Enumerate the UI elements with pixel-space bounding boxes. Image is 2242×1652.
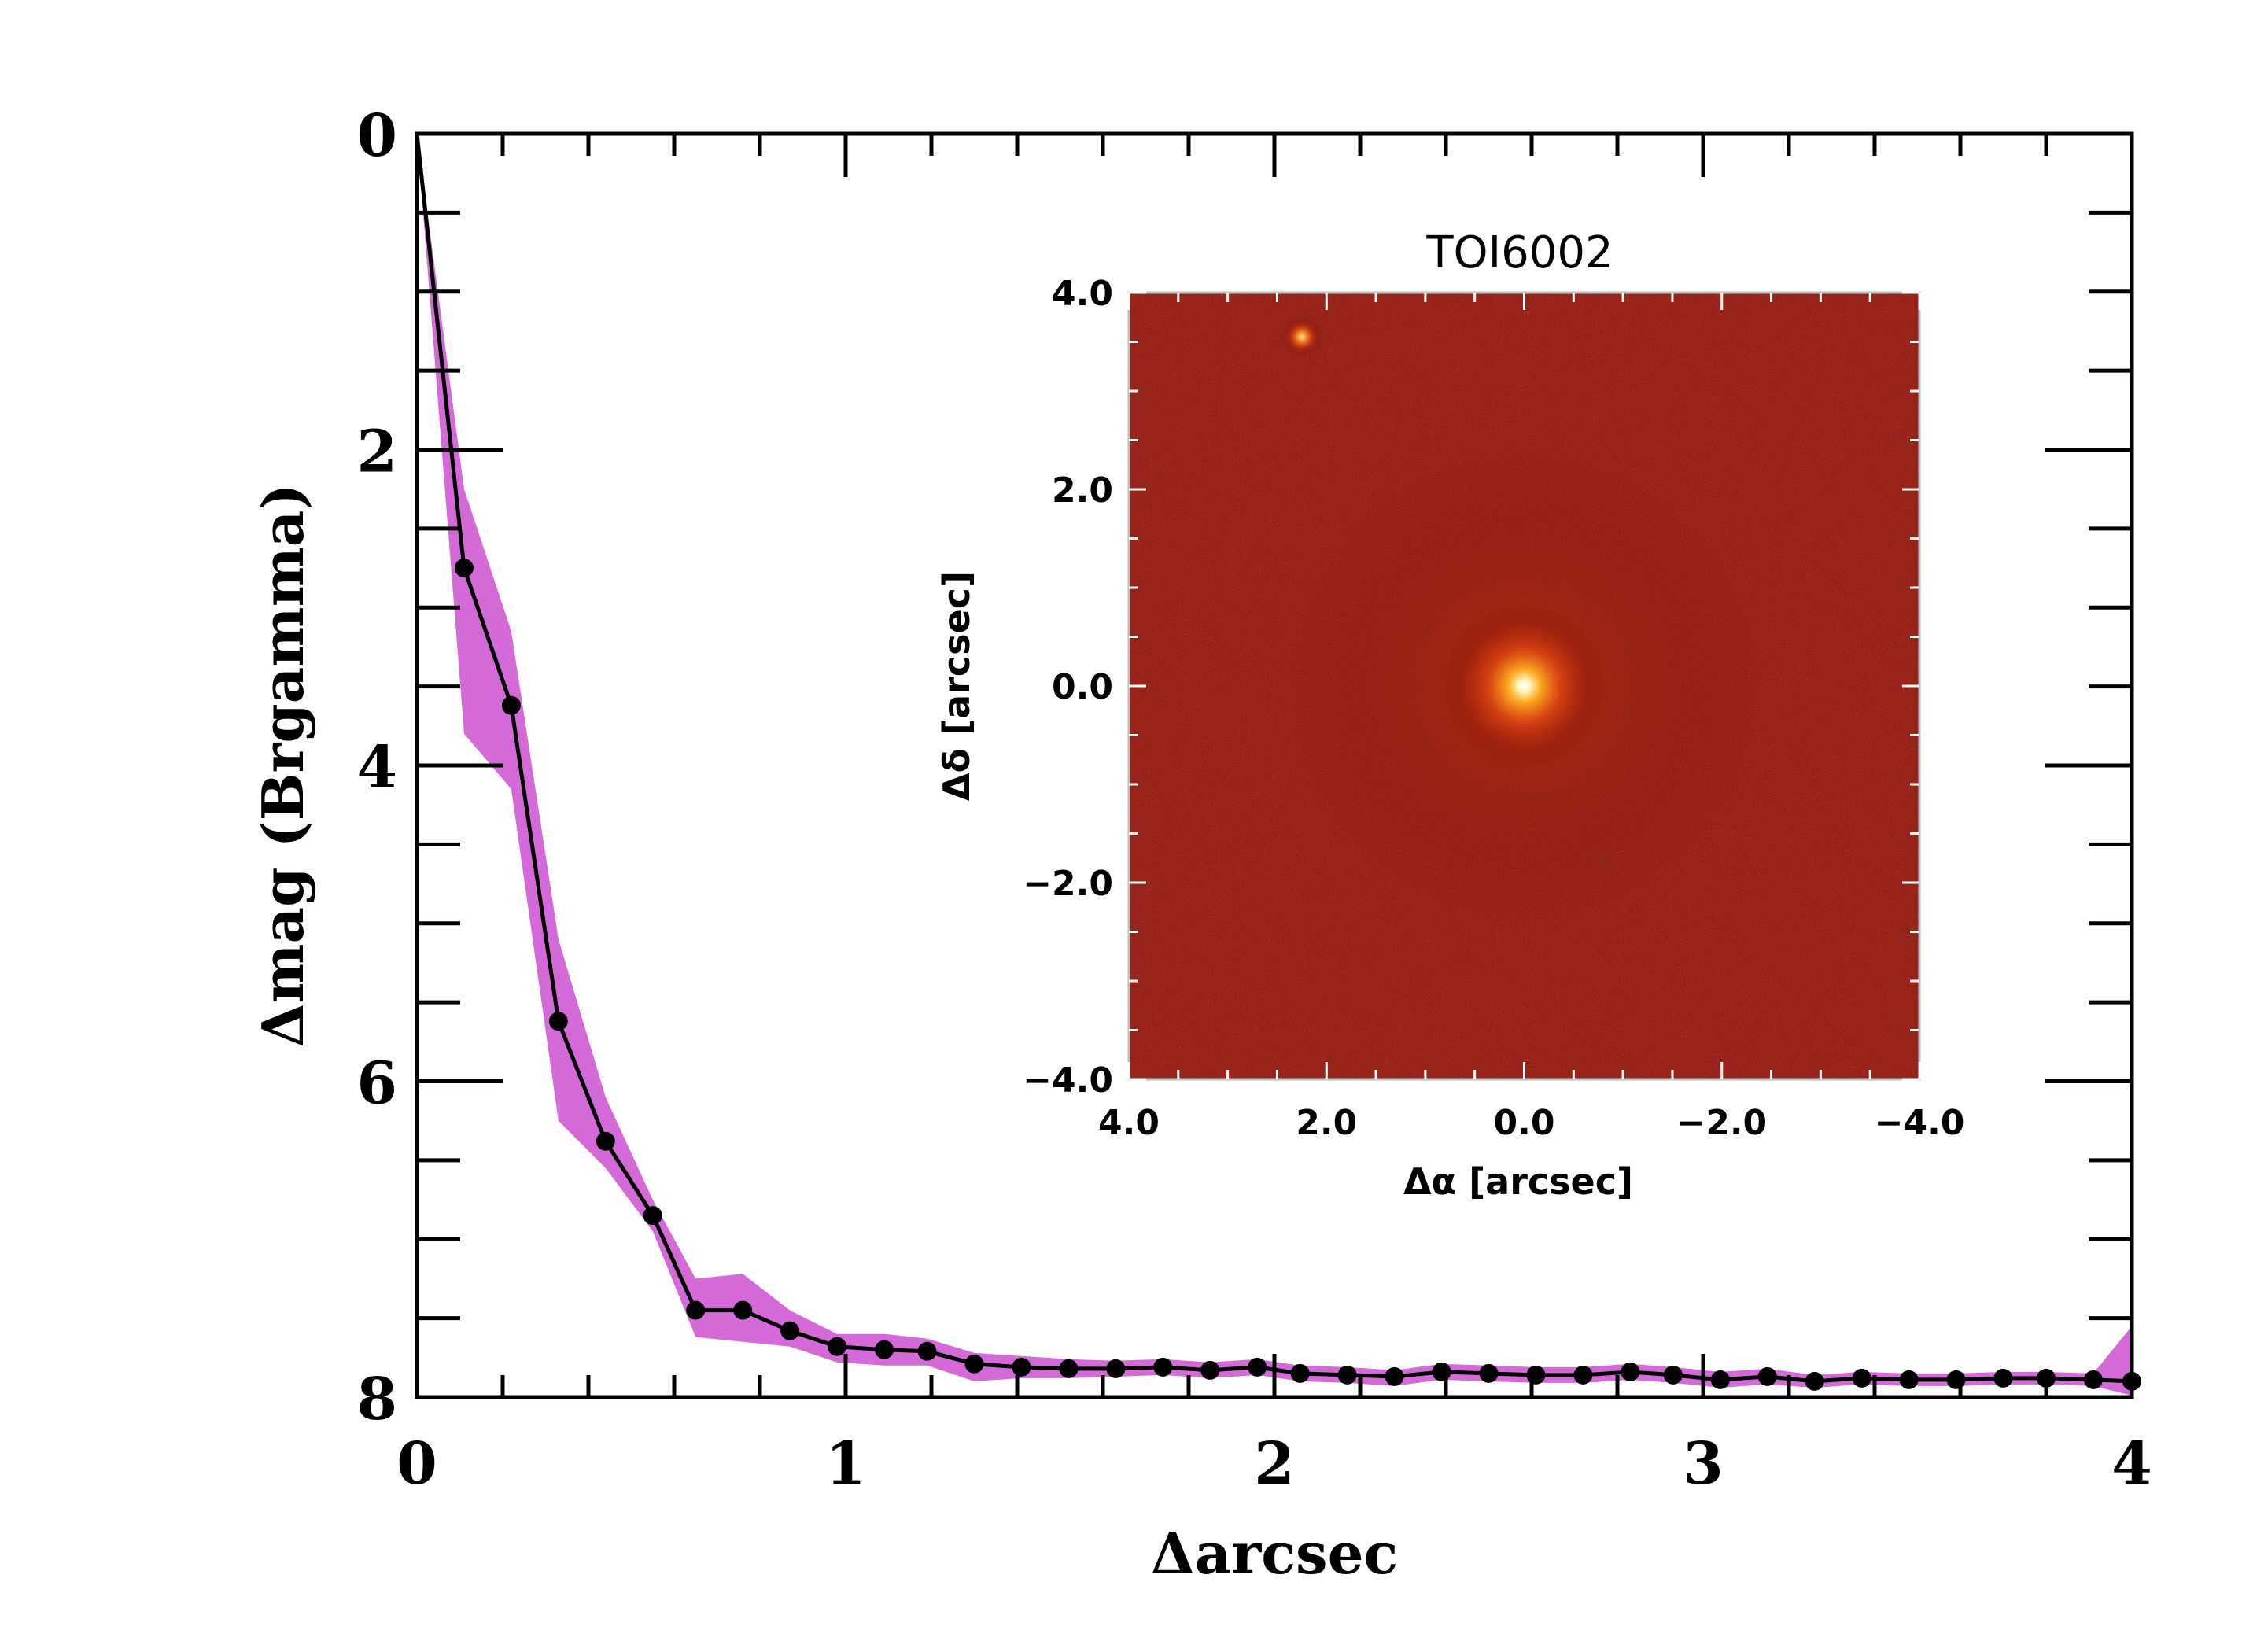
data-point (917, 1341, 937, 1361)
data-point (875, 1340, 894, 1359)
data-point (548, 1012, 568, 1031)
data-point (501, 695, 521, 715)
main-x-tick-labels: 0 1 2 3 4 (396, 1430, 2152, 1498)
inset-x-tick-label: −2.0 (1676, 1103, 1767, 1143)
data-point (1526, 1365, 1546, 1385)
y-tick-label: 0 (357, 102, 398, 170)
inset-x-tick-label: 2.0 (1296, 1103, 1357, 1143)
data-point (1432, 1362, 1451, 1381)
inset-y-tick-labels: −4.0 −2.0 0.0 2.0 4.0 (1023, 274, 1113, 1101)
y-tick-label: 8 (357, 1366, 398, 1433)
y-tick-label: 2 (357, 419, 398, 486)
data-point (1153, 1357, 1173, 1377)
x-tick-label: 3 (1683, 1430, 1724, 1498)
data-point (686, 1300, 706, 1320)
data-point (1385, 1366, 1404, 1386)
inset-x-tick-label: −4.0 (1875, 1103, 1965, 1143)
data-point (1337, 1365, 1357, 1385)
data-point (733, 1300, 753, 1320)
inset-title: TOI6002 (1425, 227, 1613, 278)
inset-x-tick-labels: 4.0 2.0 0.0 −2.0 −4.0 (1098, 1103, 1964, 1143)
data-point (1946, 1370, 1966, 1389)
data-point (1621, 1362, 1640, 1381)
main-ticks (415, 131, 2134, 1399)
data-point (780, 1321, 800, 1340)
main-y-axis-label: Δmag (Brgamma) (249, 483, 316, 1047)
inset-x-tick-label: 4.0 (1098, 1103, 1160, 1143)
x-tick-label: 0 (396, 1430, 437, 1498)
data-point (1290, 1363, 1310, 1383)
contrast-curve-plot: 0 1 2 3 4 0 2 4 6 8 Δarcsec Δmag (Brgamma) (249, 102, 2152, 1587)
primary-star (1441, 603, 1607, 769)
data-point (596, 1131, 615, 1151)
companion-star (1281, 316, 1322, 358)
data-point (1106, 1359, 1126, 1378)
data-point (1805, 1371, 1824, 1391)
inset-image-plot: 4.0 2.0 0.0 −2.0 −4.0 −4.0 −2.0 0.0 2.0 4.0 TOI6… (935, 227, 1964, 1203)
inset-ticks (1127, 291, 1921, 1081)
data-point (828, 1337, 847, 1356)
data-point (1200, 1360, 1220, 1380)
x-tick-label: 1 (825, 1430, 866, 1498)
x-tick-label: 4 (2111, 1430, 2152, 1498)
inset-y-tick-label: −4.0 (1023, 1060, 1113, 1101)
data-point (1757, 1366, 1777, 1386)
inset-image (1129, 293, 1919, 1079)
data-point (1479, 1363, 1499, 1383)
data-point (1248, 1357, 1267, 1377)
x-tick-label: 2 (1254, 1430, 1295, 1498)
data-point (1012, 1357, 1031, 1377)
inset-y-tick-label: 2.0 (1052, 470, 1113, 511)
inset-y-tick-label: −2.0 (1023, 864, 1113, 904)
data-point (454, 559, 474, 578)
y-tick-label: 4 (357, 734, 398, 802)
y-tick-label: 6 (357, 1050, 398, 1118)
inset-y-tick-label: 4.0 (1052, 274, 1113, 314)
data-point (1573, 1365, 1593, 1385)
data-point (1852, 1368, 1871, 1388)
data-point (2083, 1370, 2103, 1389)
contrast-curve-points (454, 559, 2141, 1391)
data-point (1059, 1359, 1079, 1378)
data-point (643, 1206, 662, 1226)
main-x-axis-label: Δarcsec (1151, 1520, 1398, 1587)
data-point (964, 1354, 984, 1374)
main-y-tick-labels: 0 2 4 6 8 (357, 102, 398, 1433)
inset-x-axis-label: Δα [arcsec] (1403, 1160, 1633, 1203)
inset-y-tick-label: 0.0 (1052, 667, 1113, 707)
data-point (1663, 1365, 1683, 1385)
inset-x-tick-label: 0.0 (1494, 1103, 1555, 1143)
inset-y-axis-label: Δδ [arcsec] (935, 571, 978, 801)
data-point (1993, 1368, 2013, 1388)
data-point (1710, 1370, 1730, 1389)
data-point (1899, 1370, 1919, 1389)
